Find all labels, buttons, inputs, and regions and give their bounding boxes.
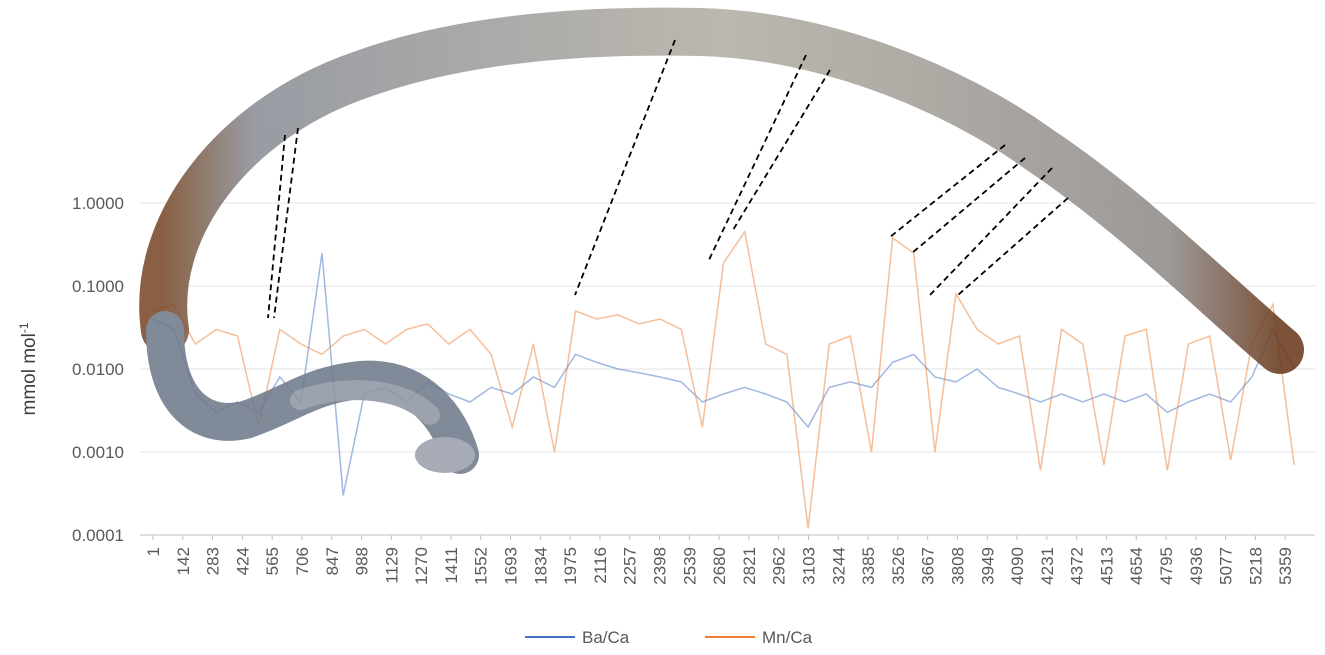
x-tick-label: 1552 [472,547,491,585]
y-tick-label: 1.0000 [72,194,124,213]
x-tick-label: 2116 [591,547,610,584]
x-tick-label: 1270 [412,547,431,585]
x-tick-label: 4231 [1038,547,1057,585]
legend: Ba/Ca Mn/Ca [525,628,813,647]
x-tick-label: 2539 [680,547,699,585]
x-tick-label: 3244 [829,547,848,585]
x-tick-label: 1975 [561,547,580,585]
x-tick-label: 4936 [1187,547,1206,585]
x-tick-label: 2821 [740,547,759,585]
y-axis-label-text: mmol mol [19,333,40,415]
legend-label: Ba/Ca [582,628,630,647]
x-tick-label: 4513 [1097,547,1116,585]
y-tick-label: 0.1000 [72,277,124,296]
x-tick-label: 1411 [442,547,461,584]
x-tick-label: 3526 [889,547,908,585]
y-tick-label: 0.0100 [72,360,124,379]
x-tick-label: 1834 [531,547,550,585]
x-tick-label: 1693 [502,547,521,585]
plot-area: 0.0001 0.0010 0.0100 0.1000 1.0000 1 142 283 424… [72,194,1315,585]
x-tick-label: 3949 [978,547,997,585]
x-tick-label: 4654 [1127,547,1146,585]
x-tick-label: 1129 [382,547,401,584]
x-tick-label: 2962 [770,547,789,585]
x-tick-label: 706 [293,547,312,575]
x-tick-label: 847 [323,547,342,575]
x-tick-label: 5077 [1217,547,1236,585]
y-axis-label-superscript: -1 [17,322,31,333]
x-tick-label: 3385 [859,547,878,585]
x-tick-label: 565 [263,547,282,575]
x-tick-label: 4090 [1008,547,1027,585]
x-tick-label: 1 [144,547,163,556]
x-tick-label: 5218 [1246,547,1265,585]
x-tick-label: 4795 [1157,547,1176,585]
x-tick-label: 988 [353,547,372,575]
x-tick-label: 3103 [799,547,818,585]
x-tick-label: 3667 [919,547,938,585]
legend-label: Mn/Ca [762,628,813,647]
y-axis-label: mmol mol-1 [17,322,40,415]
x-tick-label: 5359 [1276,547,1295,585]
y-tick-label: 0.0001 [72,526,124,545]
y-tick-label: 0.0010 [72,443,124,462]
x-tick-label: 3808 [948,547,967,585]
x-tick-label: 2257 [621,547,640,585]
x-tick-label: 424 [233,547,252,575]
x-tick-label: 2398 [651,547,670,585]
shell-photo [163,32,1280,473]
x-tick-label: 2680 [710,547,729,585]
chart: 0.0001 0.0010 0.0100 0.1000 1.0000 1 142 283 424… [0,0,1325,650]
x-tick-label: 142 [174,547,193,575]
x-tick-label: 4372 [1068,547,1087,585]
x-tick-label: 283 [204,547,223,575]
